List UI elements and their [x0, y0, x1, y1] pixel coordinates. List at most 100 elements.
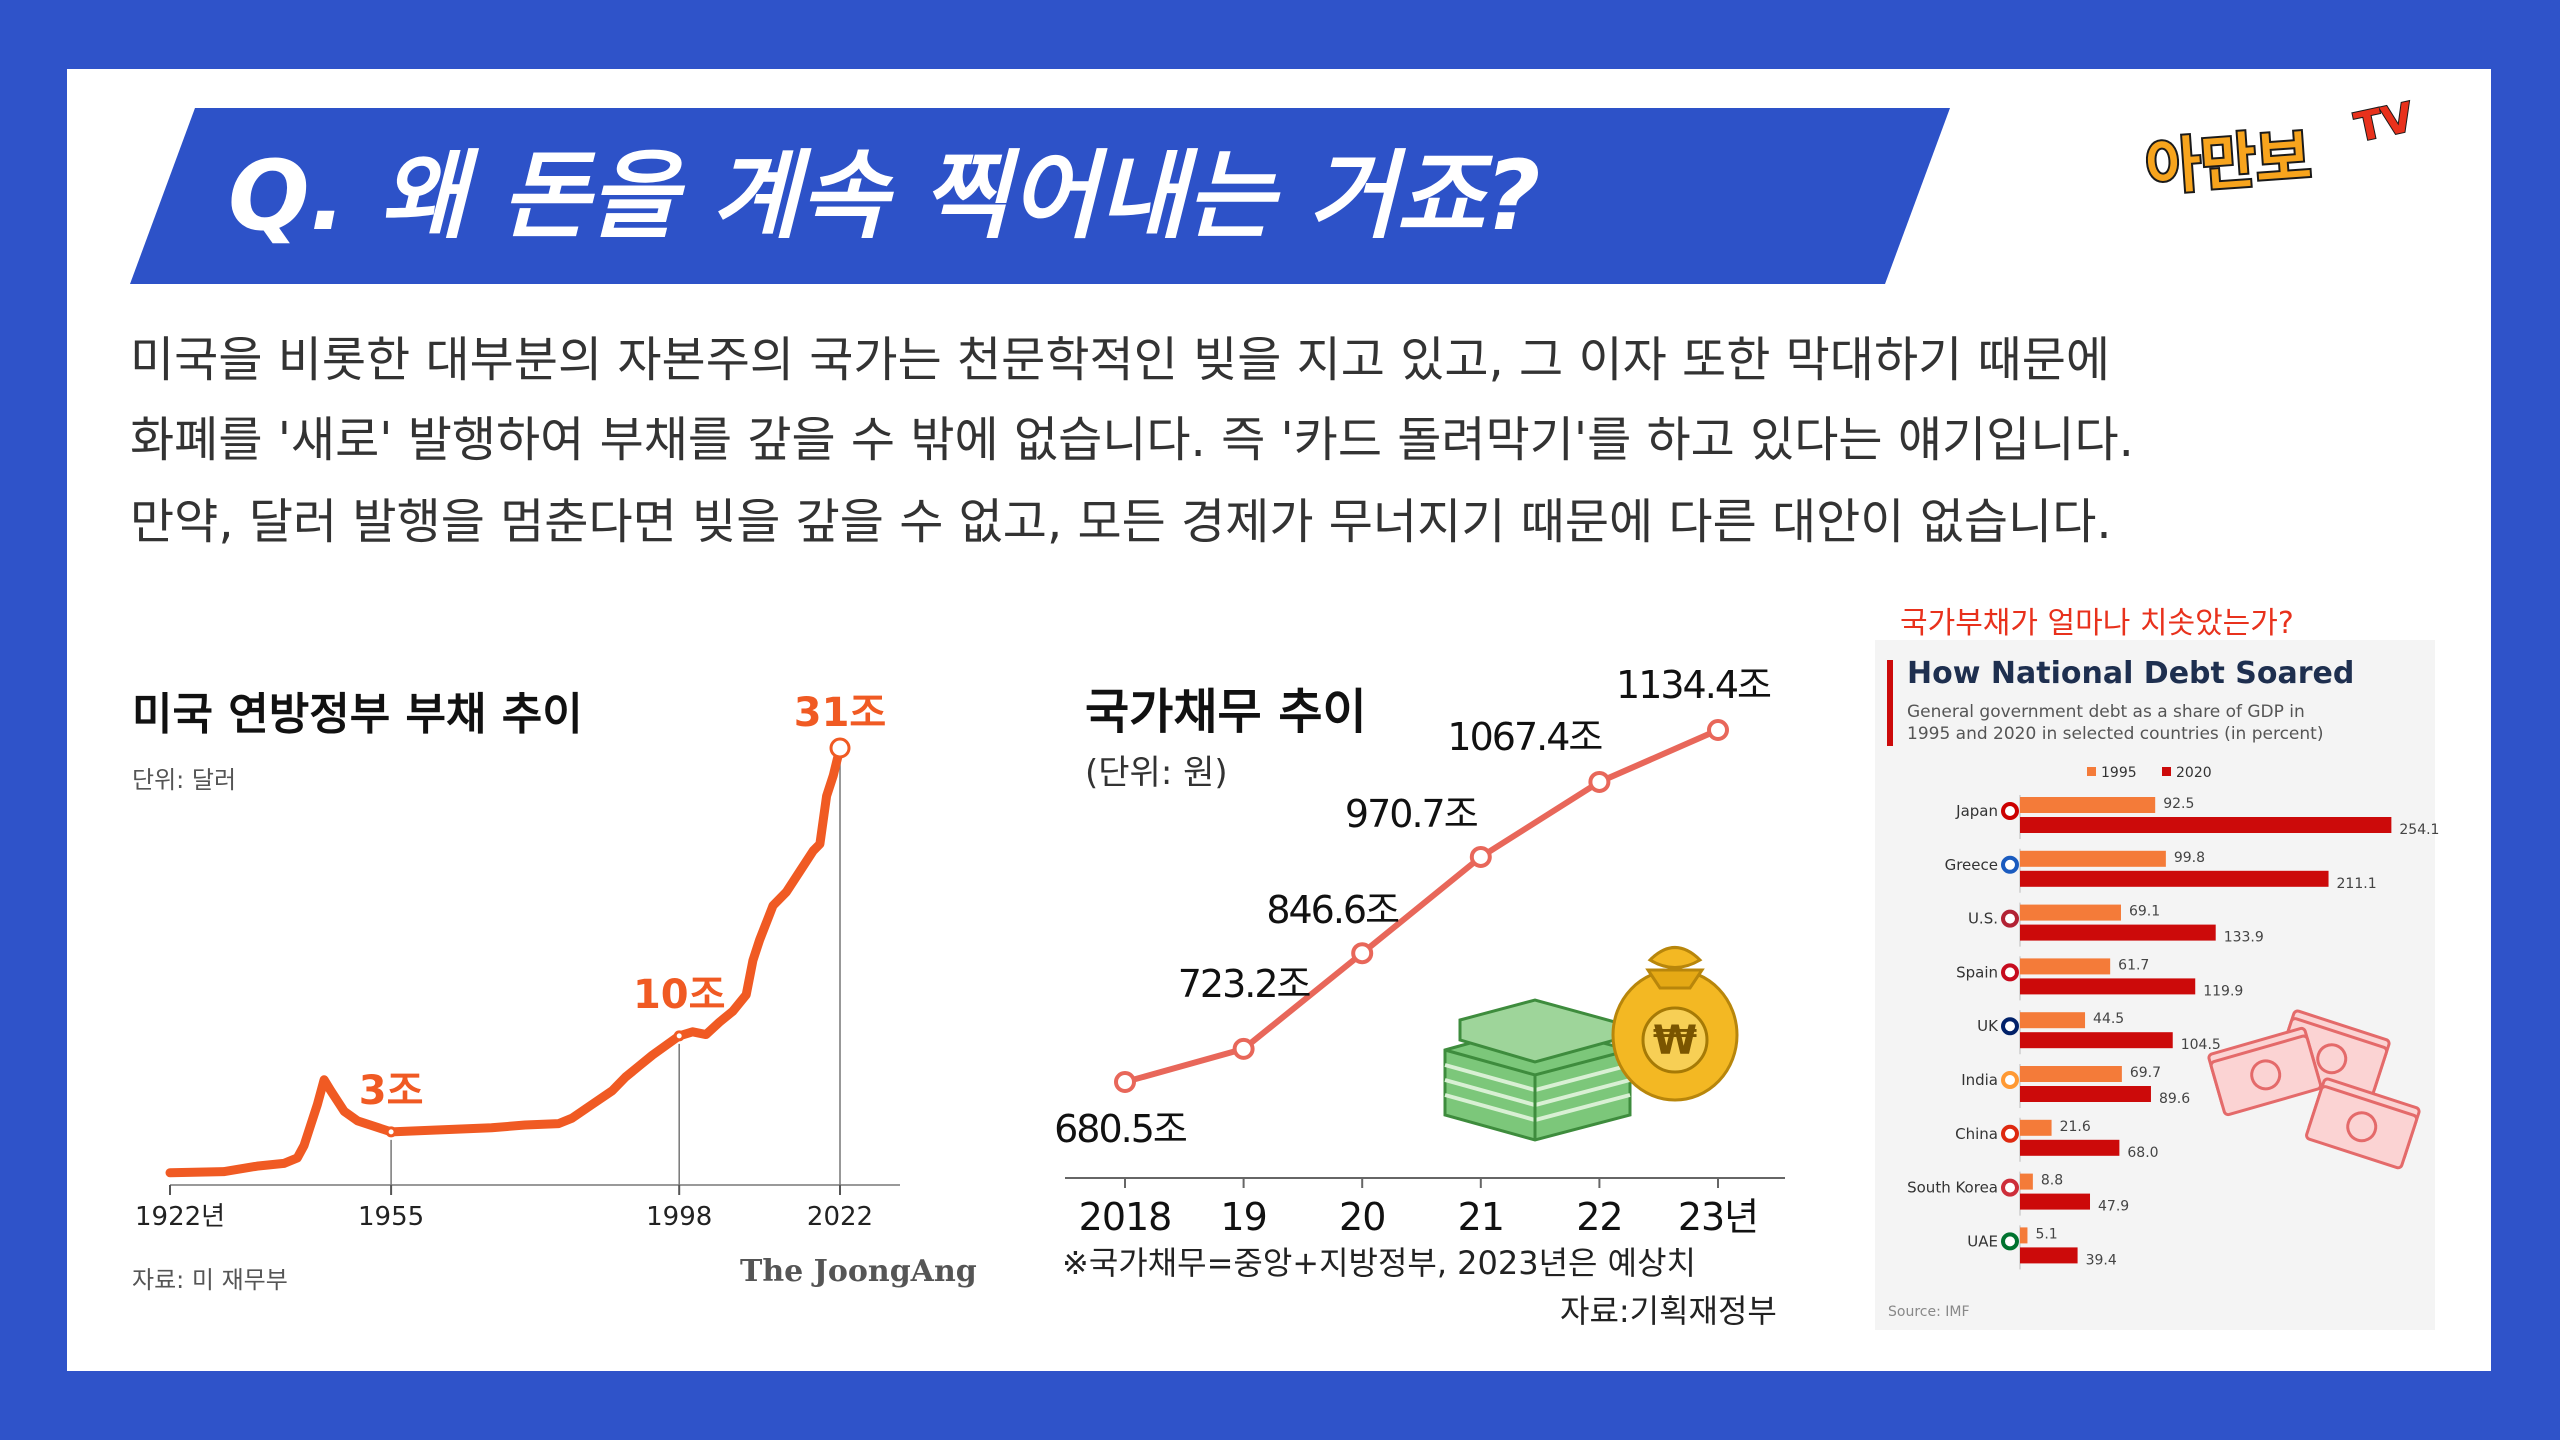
bar-value-label: 104.5	[2181, 1037, 2221, 1053]
bar-1995	[2020, 850, 2166, 867]
bar-value-label: 8.8	[2041, 1173, 2063, 1189]
bar-value-label: 21.6	[2060, 1119, 2091, 1135]
bar-1995	[2020, 904, 2121, 921]
bar-value-label: 211.1	[2337, 876, 2377, 892]
flag-icon	[2001, 909, 2019, 928]
title-banner	[130, 108, 1950, 284]
kr-debt-note: ※국가채무=중앙+지방정부, 2023년은 예상치	[1062, 1244, 1696, 1282]
category-label: China	[1955, 1125, 1998, 1143]
x-tick-label: 22	[1576, 1195, 1622, 1239]
imf-chart-source: Source: IMF	[1888, 1304, 1970, 1320]
flag-icon	[2001, 1071, 2019, 1089]
svg-text:₩: ₩	[1653, 1018, 1697, 1064]
bar-1995	[2020, 1066, 2122, 1082]
banknotes-illustration	[2207, 1009, 2421, 1170]
flag-icon	[2001, 855, 2019, 874]
flag-icon	[2001, 1232, 2019, 1251]
bar-value-label: 99.8	[2174, 850, 2205, 866]
data-point-marker	[1588, 770, 1611, 793]
category-label: Greece	[1945, 856, 1998, 874]
x-tick-label: 23년	[1678, 1195, 1758, 1239]
bar-value-label: 69.7	[2130, 1065, 2161, 1081]
cash-stack-icon	[1443, 998, 1632, 1142]
page-title: Q. 왜 돈을 계속 찍어내는 거죠?	[228, 140, 1541, 252]
data-label: 680.5조	[1054, 1107, 1187, 1151]
imf-bar-chart: 1995 2020 Japan 92.5 254.1 Greece 99.8 211.1 U.S…	[1907, 765, 2439, 1270]
kr-debt-unit: (단위: 원)	[1085, 753, 1228, 793]
bar-2020	[2020, 978, 2196, 995]
bar-value-label: 68.0	[2127, 1145, 2158, 1161]
x-tick-label: 1922년	[135, 1202, 225, 1232]
us-debt-chart-title: 미국 연방정부 부채 추이	[132, 689, 583, 740]
logo-tv-text: TV	[2350, 93, 2419, 152]
x-tick-label: 1998	[646, 1202, 712, 1232]
us-debt-unit: 단위: 달러	[132, 766, 237, 794]
kr-debt-series-line	[1124, 727, 1720, 1085]
data-point-marker	[1469, 845, 1492, 868]
bar-value-label: 44.5	[2093, 1011, 2124, 1027]
won-bag-icon: ₩	[1611, 946, 1739, 1102]
data-point-marker	[1707, 719, 1729, 741]
flag-icon	[2001, 1017, 2019, 1036]
bar-1995	[2020, 1119, 2052, 1136]
publisher-logo: The JoongAng	[740, 1254, 977, 1289]
category-label: South Korea	[1907, 1179, 1998, 1197]
category-label: Japan	[1955, 802, 1998, 820]
data-point-marker	[1351, 942, 1374, 965]
bar-1995	[2020, 1012, 2086, 1029]
x-tick-label: 1955	[358, 1202, 424, 1232]
body-text-line-2: 화폐를 '새로' 발행하여 부채를 갚을 수 밖에 없습니다. 즉 '카드 돌려…	[130, 412, 2134, 468]
bar-2020	[2020, 817, 2392, 833]
imf-chart-subtitle-1: General government debt as a share of GD…	[1907, 702, 2305, 722]
legend-swatch-2020	[2162, 767, 2171, 776]
category-label: UAE	[1967, 1232, 1998, 1250]
bar-value-label: 61.7	[2118, 957, 2149, 973]
legend-swatch-1995	[2087, 767, 2096, 776]
data-point-marker	[829, 737, 851, 759]
x-tick-label: 2022	[807, 1202, 873, 1232]
bar-value-label: 133.9	[2224, 930, 2264, 946]
data-label: 3조	[359, 1068, 424, 1114]
data-label: 1134.4조	[1616, 663, 1771, 707]
kr-debt-chart-title: 국가채무 추이	[1085, 684, 1367, 740]
bar-1995	[2020, 1173, 2033, 1190]
x-tick-label: 21	[1458, 1195, 1504, 1239]
imf-accent-bar	[1887, 660, 1893, 746]
category-label: UK	[1977, 1017, 1999, 1035]
data-point-marker	[673, 1030, 685, 1042]
data-point-marker	[1114, 1071, 1136, 1093]
bar-2020	[2020, 1247, 2078, 1264]
legend-label: 1995	[2101, 765, 2137, 781]
data-label: 723.2조	[1178, 962, 1311, 1006]
logo-main-text: 아만보	[2141, 120, 2315, 205]
bar-value-label: 254.1	[2399, 822, 2439, 838]
kr-debt-source: 자료:기획재정부	[1560, 1292, 1777, 1330]
flag-icon	[2001, 802, 2019, 820]
bar-value-label: 47.9	[2098, 1199, 2129, 1215]
data-label: 1067.4조	[1447, 715, 1602, 759]
imf-chart-caption: 국가부채가 얼마나 치솟았는가?	[1900, 606, 2294, 641]
x-tick-label: 2018	[1079, 1195, 1172, 1239]
flag-icon	[2001, 1178, 2019, 1197]
bar-1995	[2020, 797, 2156, 813]
bar-value-label: 69.1	[2129, 904, 2160, 920]
bar-1995	[2020, 1227, 2028, 1244]
bar-2020	[2020, 1193, 2091, 1210]
bar-2020	[2020, 924, 2216, 941]
imf-chart-subtitle-2: 1995 and 2020 in selected countries (in …	[1907, 724, 2324, 744]
imf-chart-title: How National Debt Soared	[1907, 656, 2355, 691]
bar-2020	[2020, 1086, 2151, 1102]
bar-value-label: 89.6	[2159, 1091, 2190, 1107]
category-label: U.S.	[1968, 910, 1998, 928]
flag-icon	[2001, 1124, 2019, 1143]
bar-value-label: 92.5	[2163, 796, 2194, 812]
us-debt-series-line	[165, 743, 845, 1178]
bar-2020	[2020, 870, 2329, 887]
bar-value-label: 119.9	[2203, 983, 2243, 999]
bar-2020	[2020, 1139, 2120, 1156]
bar-value-label: 39.4	[2086, 1252, 2117, 1268]
bar-1995	[2020, 958, 2111, 975]
us-debt-chart: 1922년 1955 1998 2022 3조 10조 31조	[135, 690, 900, 1232]
category-label: Spain	[1956, 963, 1998, 981]
channel-logo: 아만보 TV	[2141, 93, 2425, 205]
